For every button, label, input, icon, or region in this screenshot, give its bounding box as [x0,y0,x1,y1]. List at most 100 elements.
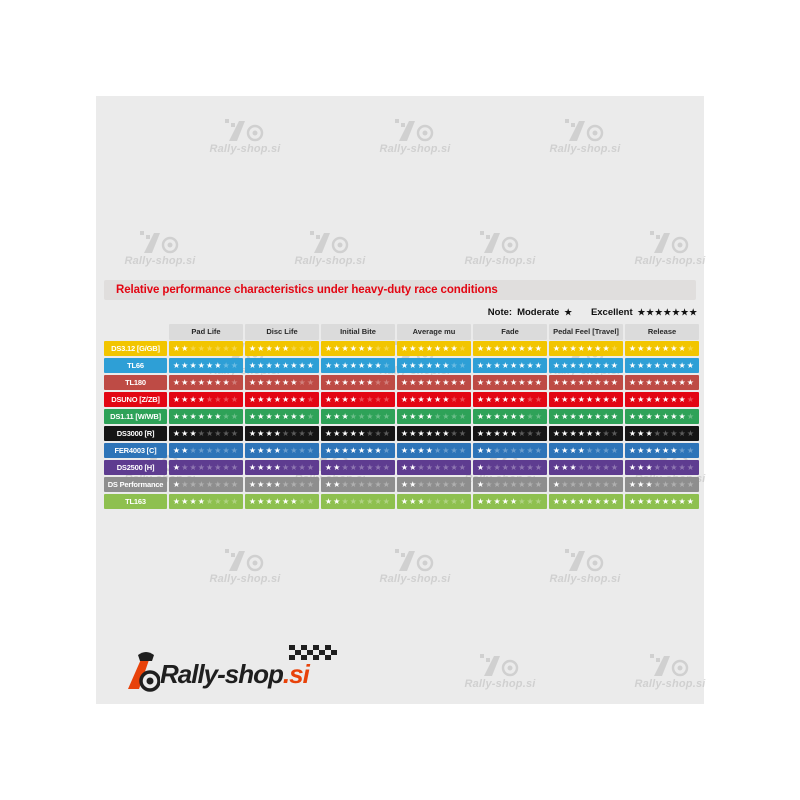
star-rating-cell: ★★★★★★★★ [549,358,623,373]
page-title: Relative performance characteristics und… [116,284,498,296]
stars-empty: ★★ [602,429,620,438]
stars-empty: ★★★★★ [653,429,696,438]
star-rating-cell: ★★★★★★★★ [169,477,243,492]
stars-filled: ★★★ [172,429,198,438]
stars-filled: ★★★★★ [248,344,291,353]
stars-filled: ★★★★★ [324,429,367,438]
stars-empty: ★★★★ [206,497,240,506]
checkered-flag-icon [289,645,337,660]
star-rating-cell: ★★★★★★★★ [473,477,547,492]
stars-filled: ★★★★★★★★ [476,361,544,370]
star-rating-cell: ★★★★★★★★ [321,477,395,492]
stars-empty: ★★★ [518,497,544,506]
stars-filled: ★★★★★★ [476,395,527,404]
stars-empty: ★★★ [290,344,316,353]
stars-empty: ★★ [450,429,468,438]
star-rating-cell: ★★★★★★★★ [625,358,699,373]
star-rating-cell: ★★★★★★★★ [397,375,471,390]
stars-filled: ★★★★ [172,497,206,506]
star-rating-cell: ★★★★★★★★ [397,477,471,492]
star-rating-cell: ★★★★★★★★ [321,443,395,458]
star-rating-cell: ★★★★★★★★ [625,443,699,458]
star-rating-cell: ★★★★★★★★ [321,460,395,475]
stars-empty: ★★★★★★ [417,463,468,472]
star-rating-cell: ★★★★★★★★ [169,392,243,407]
star-rating-cell: ★★★★★★★★ [245,358,319,373]
star-rating-cell: ★★★★★★★★ [169,460,243,475]
stars-empty: ★ [306,395,316,404]
compound-label: TL180 [104,375,167,390]
stars-filled: ★★★★★ [476,429,519,438]
stars-filled: ★★★★★★★ [628,395,687,404]
stars-filled: ★ [172,463,182,472]
stars-empty: ★★ [222,412,240,421]
stars-empty: ★★★★ [282,480,316,489]
star-rating-cell: ★★★★★★★★ [473,409,547,424]
stars-empty: ★★★★★ [349,412,392,421]
stars-filled: ★★★★ [172,395,206,404]
stars-filled: ★★★★★★★★ [476,344,544,353]
rally-driver-icon [128,652,160,692]
star-rating-cell: ★★★★★★★★ [245,477,319,492]
stars-filled: ★★★★★★ [172,412,223,421]
stars-filled: ★★★★★★ [400,361,451,370]
star-rating-cell: ★★★★★★★★ [549,426,623,441]
stars-empty: ★ [230,378,240,387]
stars-filled: ★ [172,480,182,489]
star-rating-cell: ★★★★★★★★ [549,341,623,356]
stars-filled: ★★★★★★ [324,378,375,387]
performance-table: Pad Life Disc Life Initial Bite Average mu F… [104,324,699,509]
stars-filled: ★ [476,480,486,489]
stars-empty: ★★★★★★ [341,497,392,506]
stars-filled: ★★★★★★★★ [248,361,316,370]
stars-filled: ★★★★ [248,429,282,438]
star-rating-cell: ★★★★★★★★ [549,460,623,475]
stars-empty: ★★★★★ [197,429,240,438]
stars-filled: ★★★★★★★★ [552,497,620,506]
star-rating-cell: ★★★★★★★★ [473,443,547,458]
stars-empty: ★★★★★ [425,497,468,506]
stars-filled: ★★★★★ [476,497,519,506]
star-rating-cell: ★★★★★★★★ [625,426,699,441]
stars-filled: ★★★★ [400,412,434,421]
star-rating-cell: ★★★★★★★★ [549,375,623,390]
stars-filled: ★★★ [628,480,654,489]
star-rating-cell: ★★★★★★★★ [625,375,699,390]
star-rating-cell: ★★★★★★★★ [549,494,623,509]
column-header: Initial Bite [321,324,395,340]
star-rating-cell: ★★★★★★★★ [245,494,319,509]
rating-legend: Note: Moderate ★ Excellent ★★★★★★★ [488,305,698,319]
stars-filled: ★★★★★★★★ [628,361,696,370]
stars-empty: ★ [458,344,468,353]
stars-filled: ★★★★★★ [248,378,299,387]
stars-empty: ★★★★ [434,412,468,421]
stars-filled: ★★★ [552,463,578,472]
stars-empty: ★★★★ [586,446,620,455]
star-rating-cell: ★★★★★★★★ [245,392,319,407]
stars-filled: ★★ [324,480,342,489]
stars-empty: ★★★★★★ [189,344,240,353]
stars-filled: ★★★★★★★ [400,344,459,353]
star-rating-cell: ★★★★★★★★ [245,426,319,441]
stars-empty: ★★ [526,395,544,404]
star-rating-cell: ★★★★★★★★ [169,409,243,424]
stars-empty: ★★★★★★ [341,463,392,472]
stars-empty: ★★★★★★ [341,480,392,489]
stars-filled: ★★★★ [324,395,358,404]
stars-empty: ★★★★ [282,429,316,438]
column-header: Average mu [397,324,471,340]
stars-filled: ★★★★★★ [172,361,223,370]
stars-empty: ★★ [298,378,316,387]
stars-filled: ★★★★★★ [400,395,451,404]
stars-filled: ★★★★★★ [400,429,451,438]
stars-empty: ★★★★ [206,395,240,404]
stars-filled: ★★★★★★ [476,412,527,421]
stars-filled: ★★★★★★★★ [552,395,620,404]
compound-label: DS2500 [H] [104,460,167,475]
stars-empty: ★★★★★ [577,463,620,472]
stars-filled: ★★★★★★★★ [628,497,696,506]
stars-filled: ★★★★★★ [628,446,679,455]
stars-empty: ★★ [450,361,468,370]
star-rating-cell: ★★★★★★★★ [245,460,319,475]
star-rating-cell: ★★★★★★★★ [473,341,547,356]
